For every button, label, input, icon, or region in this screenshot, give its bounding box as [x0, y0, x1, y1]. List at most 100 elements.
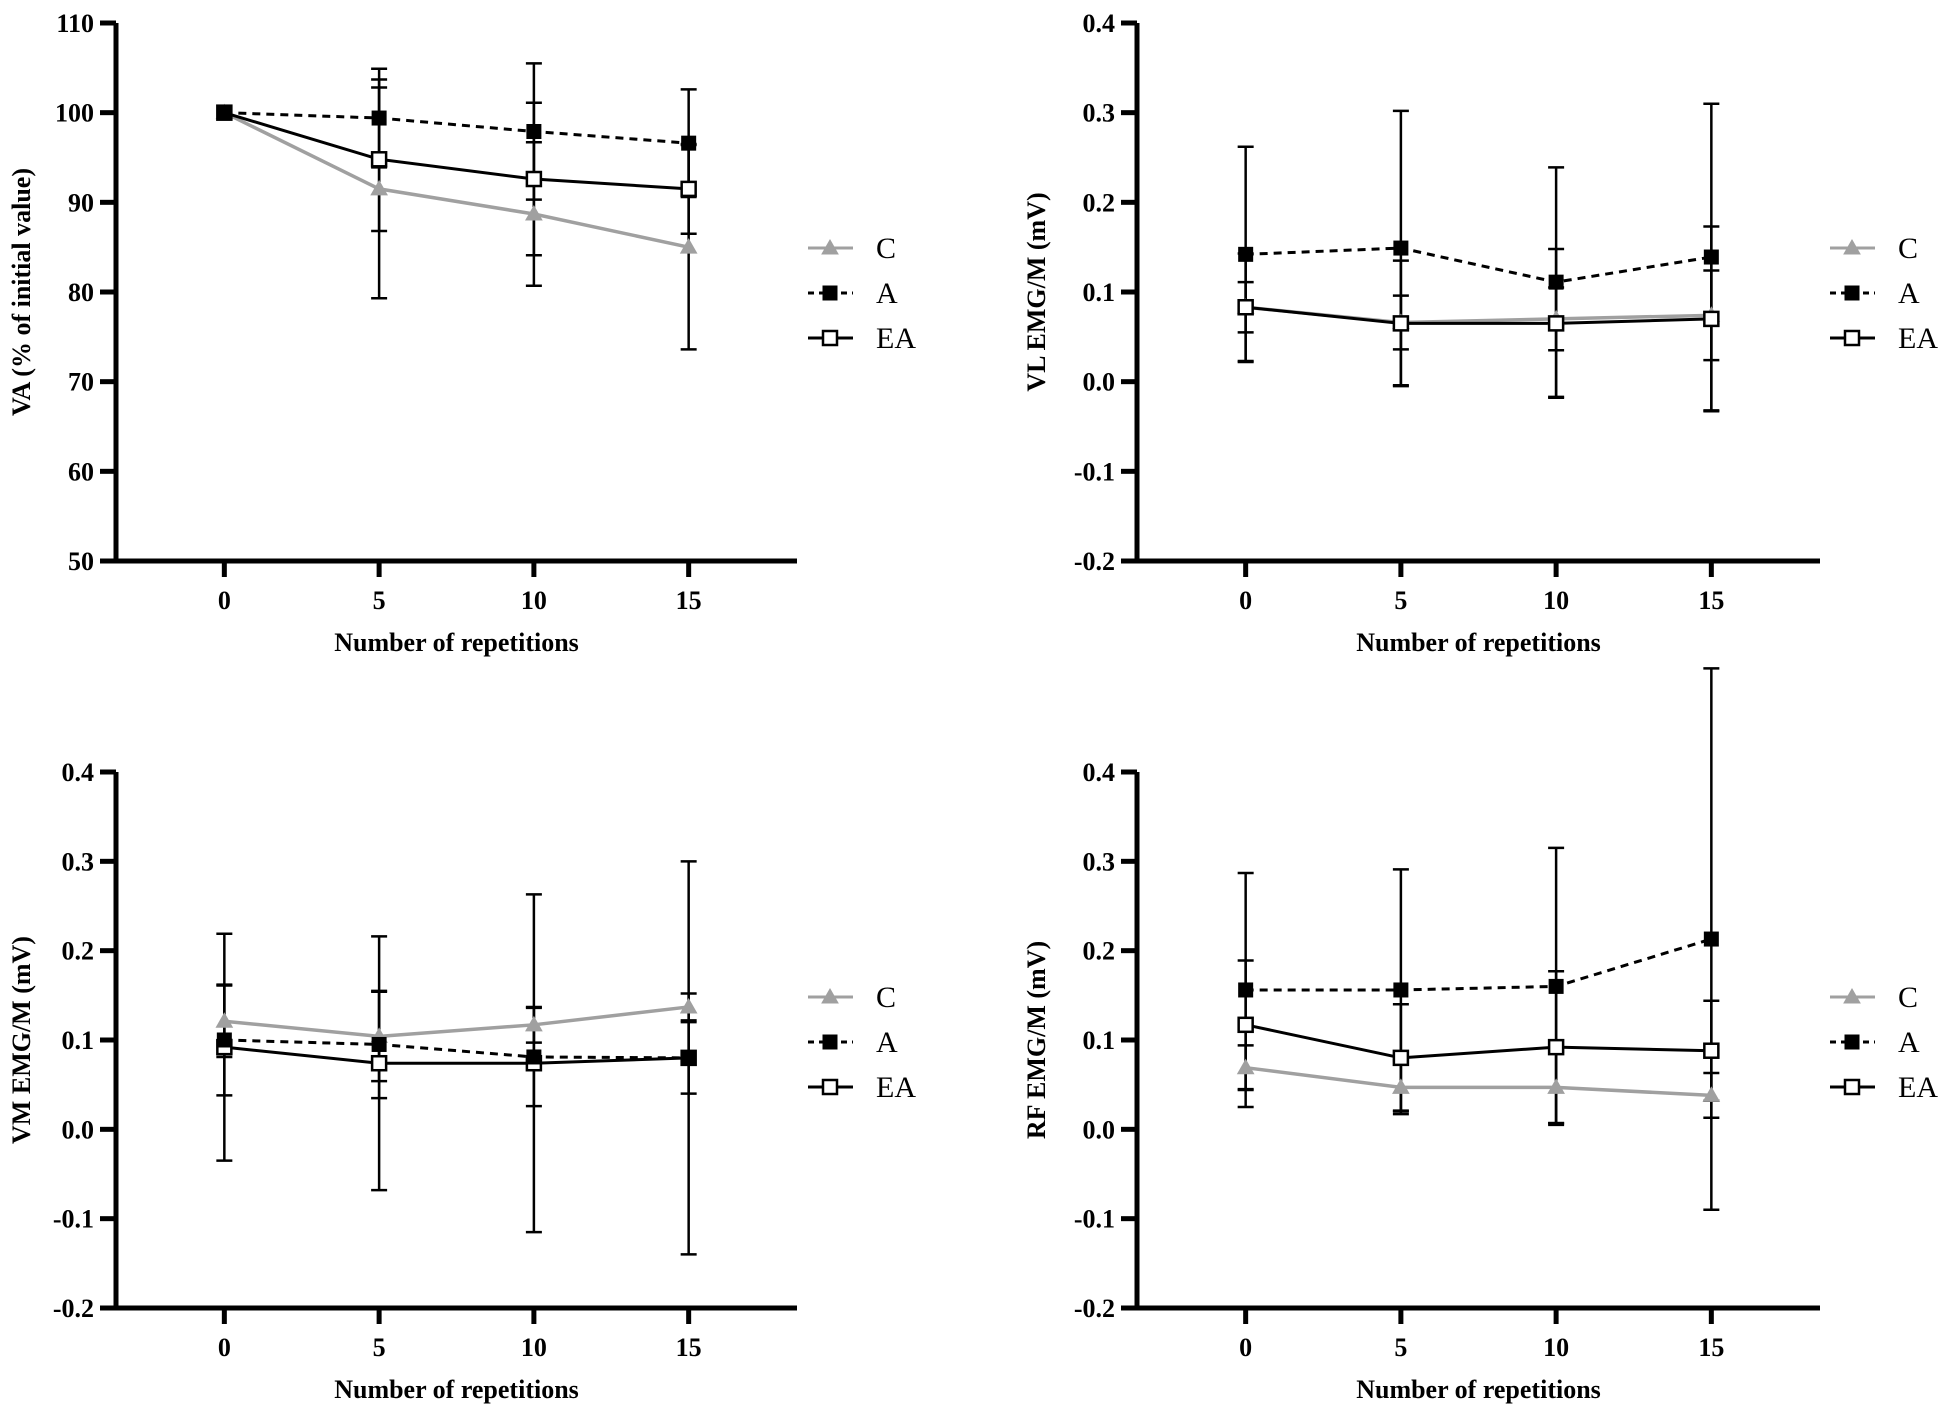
x-tick-label: 15	[676, 586, 702, 615]
y-tick-label: 0.4	[62, 758, 95, 787]
y-tick-label: 0.2	[62, 937, 95, 966]
series-line-a	[224, 1038, 689, 1060]
legend-item-ea: EA	[808, 322, 916, 355]
y-tick-label: -0.1	[1074, 1205, 1115, 1234]
data-point-c	[1547, 1078, 1565, 1094]
legend-item-ea: EA	[1830, 322, 1938, 355]
legend-label: A	[876, 1026, 898, 1059]
x-tick-label: 15	[1698, 1333, 1724, 1362]
y-tick-label: -0.1	[1074, 457, 1115, 486]
y-axis-title: VL EMG/M (mV)	[1022, 192, 1051, 391]
legend-item-ea: EA	[808, 1071, 916, 1104]
x-tick-label: 10	[1543, 586, 1569, 615]
x-tick-label: 5	[373, 586, 386, 615]
data-point-a	[526, 123, 542, 139]
data-point-c	[679, 238, 698, 254]
y-tick-label: 60	[68, 457, 94, 486]
series-line-ea	[1245, 1023, 1712, 1060]
data-point-ea	[1703, 310, 1720, 328]
data-point-ea	[1237, 298, 1254, 316]
x-tick-label: 5	[1394, 1333, 1407, 1362]
data-point-c	[525, 204, 543, 221]
y-tick-label: 0.0	[62, 1115, 95, 1144]
data-point-c	[679, 997, 698, 1014]
legend-label: EA	[1898, 1071, 1938, 1104]
legend-item-a: A	[1830, 1026, 1920, 1059]
y-tick-label: 80	[68, 278, 94, 307]
y-tick-label: 90	[68, 188, 94, 217]
data-point-a	[216, 1032, 232, 1048]
y-axis-title: VA (% of initial value)	[7, 168, 36, 416]
data-point-c	[1236, 1058, 1255, 1075]
y-tick-label: 110	[56, 9, 94, 38]
y-tick-label: -0.1	[53, 1205, 94, 1234]
legend-label: A	[1898, 1026, 1920, 1059]
legend-label: EA	[876, 1071, 916, 1104]
legend-item-a: A	[808, 277, 898, 310]
x-tick-label: 15	[676, 1333, 702, 1362]
x-tick-label: 15	[1698, 586, 1724, 615]
series-line-ea	[224, 1045, 689, 1065]
data-point-a	[216, 105, 232, 121]
legend-marker	[1843, 987, 1861, 1004]
y-tick-label: -0.2	[1074, 547, 1115, 576]
legend: CA EA	[808, 981, 916, 1104]
legend-marker	[1843, 329, 1861, 347]
series-line-a	[1245, 937, 1712, 992]
data-point-ea	[1237, 1016, 1254, 1034]
y-tick-label: 0.0	[1083, 368, 1116, 397]
data-point-a	[681, 135, 697, 151]
x-tick-label: 5	[1394, 586, 1407, 615]
data-point-ea	[1703, 1042, 1720, 1059]
data-point-a	[1548, 274, 1564, 290]
data-point-ea	[525, 170, 543, 188]
x-axis-title: Number of repetitions	[334, 1375, 579, 1404]
y-tick-label: 0.0	[1083, 1115, 1116, 1144]
legend-item-c: C	[808, 981, 896, 1014]
x-tick-label: 0	[218, 1333, 231, 1362]
legend: CA EA	[1830, 981, 1938, 1104]
chart-panel-vm: -0.2 -0.1 0.0 0.1 0.2 0.3 0.4 0 5 10 15 Number of r…	[7, 758, 916, 1404]
y-tick-label: 0.1	[1083, 1026, 1116, 1055]
x-tick-label: 10	[521, 586, 547, 615]
legend-item-ea: EA	[1830, 1071, 1938, 1104]
y-tick-label: 0.3	[1083, 847, 1116, 876]
y-axis-title: RF EMG/M (mV)	[1022, 941, 1051, 1139]
y-tick-label: 0.3	[62, 847, 95, 876]
series-line-c	[1245, 1065, 1712, 1098]
y-tick-label: 50	[68, 547, 94, 576]
legend-marker	[1844, 1034, 1860, 1050]
x-tick-label: 10	[521, 1333, 547, 1362]
x-tick-label: 10	[1543, 1333, 1569, 1362]
chart-panel-rf: -0.2 -0.1 0.0 0.1 0.2 0.3 0.4 0 5 10 15 Number of r…	[1022, 667, 1938, 1404]
legend-item-c: C	[1830, 232, 1918, 265]
y-tick-label: 0.4	[1083, 758, 1116, 787]
data-point-a	[526, 1049, 542, 1065]
x-tick-label: 5	[373, 1333, 386, 1362]
series-line-c	[224, 1005, 689, 1039]
y-tick-label: 0.1	[1083, 278, 1116, 307]
legend-label: A	[876, 277, 898, 310]
legend-label: A	[1898, 277, 1920, 310]
legend-label: C	[876, 981, 896, 1014]
legend-marker	[821, 238, 839, 255]
y-tick-label: 0.1	[62, 1026, 95, 1055]
data-point-a	[1703, 931, 1719, 947]
x-tick-label: 0	[1239, 586, 1252, 615]
data-point-c	[370, 179, 388, 196]
y-tick-label: 0.2	[1083, 188, 1116, 217]
legend-marker	[1843, 238, 1861, 255]
x-axis-title: Number of repetitions	[1356, 1375, 1601, 1404]
legend: CA EA	[808, 232, 916, 355]
data-point-ea	[1547, 1038, 1565, 1056]
y-tick-label: -0.2	[53, 1294, 94, 1323]
y-tick-label: 70	[68, 368, 94, 397]
legend-label: EA	[1898, 322, 1938, 355]
data-point-a	[371, 1036, 387, 1052]
y-tick-label: 0.4	[1083, 9, 1116, 38]
legend-marker	[821, 1078, 839, 1096]
legend-marker	[822, 285, 838, 301]
series-line-a	[224, 111, 689, 145]
data-point-c	[215, 1012, 234, 1028]
